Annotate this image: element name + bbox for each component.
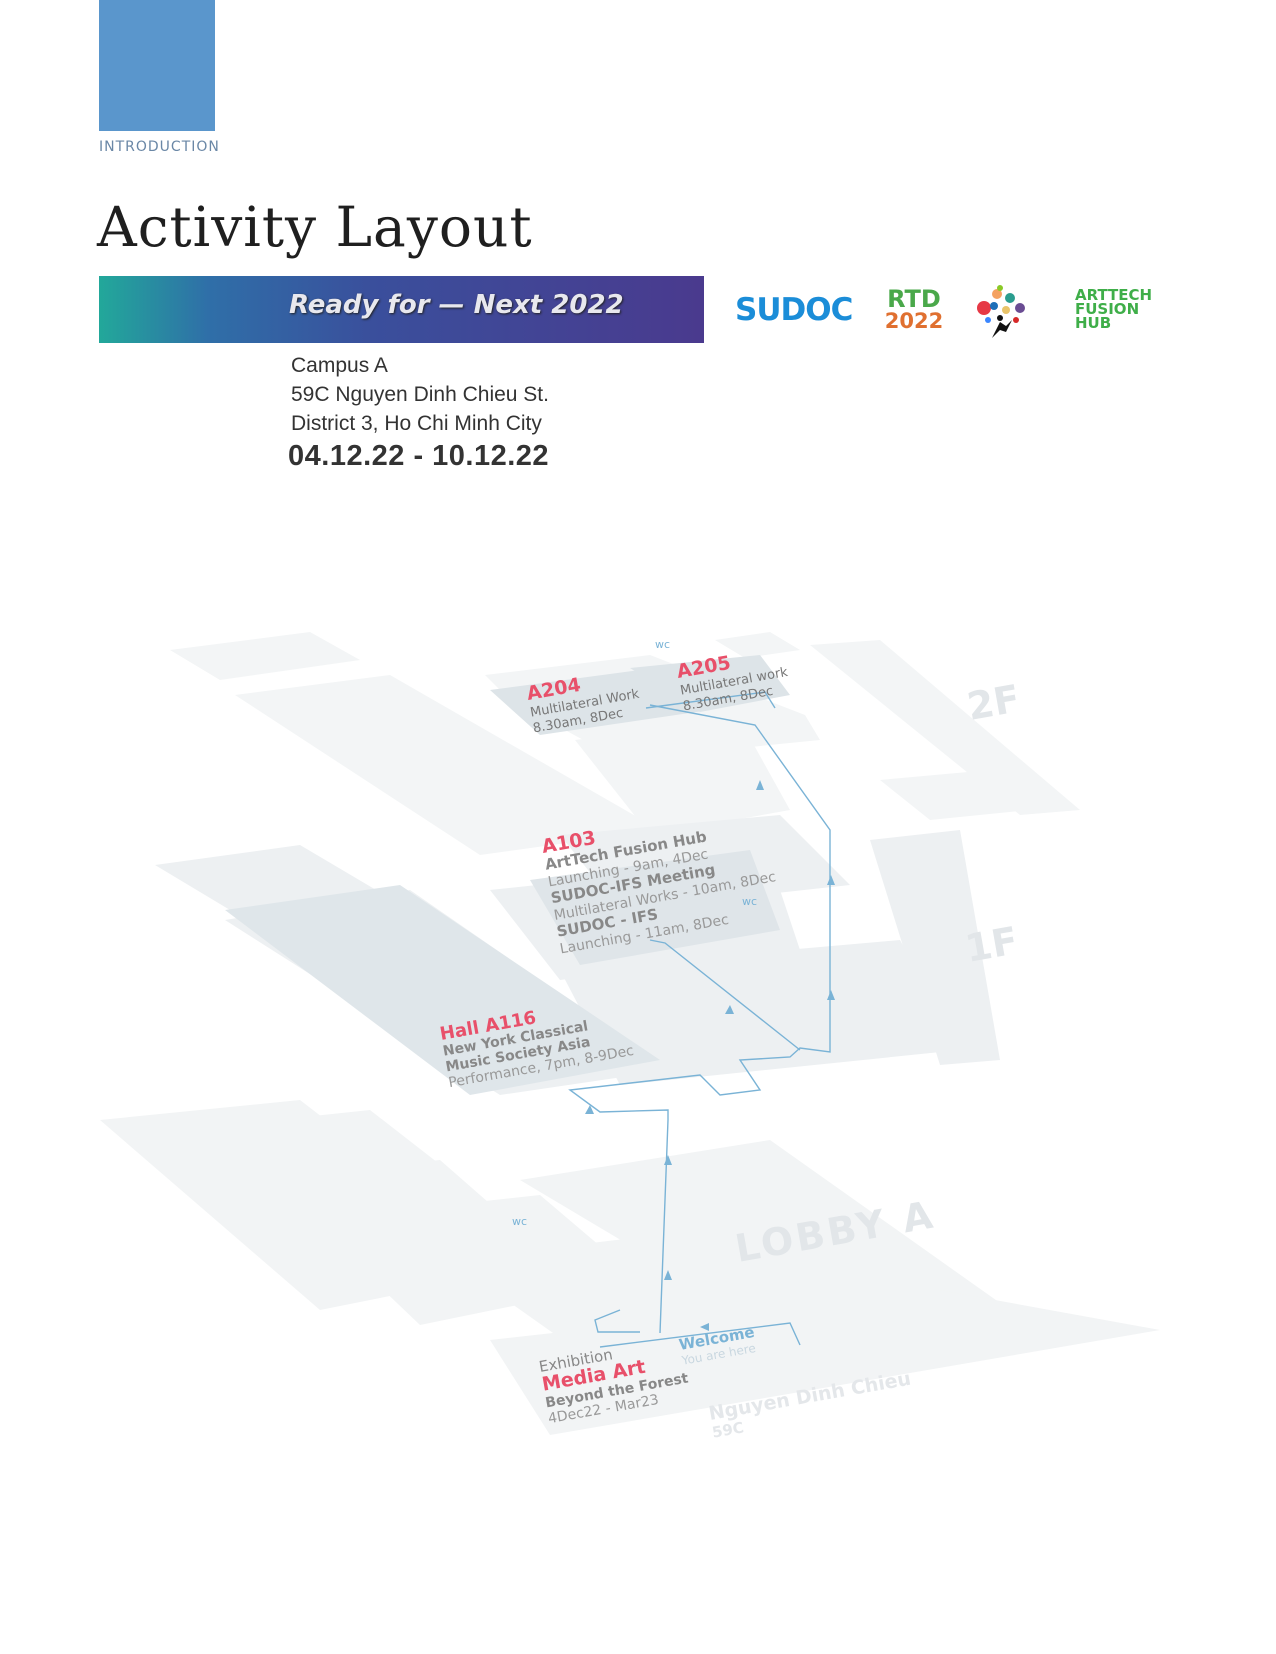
venue-campus: Campus A bbox=[291, 354, 388, 377]
room-a205-area bbox=[630, 655, 790, 712]
floor-plan-map: 2F 1F LOBBY A wc wc wc A204 Multilateral… bbox=[100, 632, 1160, 1442]
venue-address: Campus A 59C Nguyen Dinh Chieu St. Distr… bbox=[291, 351, 549, 438]
event-dates: 04.12.22 - 10.12.22 bbox=[288, 440, 550, 472]
sudoc-logo: SUDOC bbox=[735, 292, 853, 328]
route-arrows bbox=[585, 780, 835, 1331]
floor-2f-slab bbox=[170, 632, 1080, 855]
page-title: Activity Layout bbox=[97, 195, 533, 259]
room-a103-area bbox=[530, 850, 780, 965]
arttech-logo-line1: ARTTECH bbox=[1075, 286, 1153, 304]
room-a204-area bbox=[490, 670, 710, 735]
arttech-fusion-hub-logo: ARTTECH FUSION HUB bbox=[1075, 286, 1153, 332]
street-number: 59C bbox=[711, 1418, 746, 1441]
wc-2f-marker: wc bbox=[655, 638, 670, 651]
wc-1f-marker: wc bbox=[742, 895, 757, 908]
section-label: INTRODUCTION bbox=[99, 139, 220, 155]
rtd-logo: RTD 2022 bbox=[884, 285, 944, 333]
banner-text: Ready for — Next 2022 bbox=[289, 290, 624, 320]
rtd-logo-text: RTD bbox=[887, 285, 941, 313]
wc-lobby-marker: wc bbox=[512, 1215, 527, 1228]
section-color-tab bbox=[99, 0, 215, 131]
hall-a116-area bbox=[225, 885, 660, 1095]
rtd-logo-year: 2022 bbox=[884, 309, 944, 333]
floor-lobby-slab bbox=[100, 1100, 1160, 1435]
floor-label-2f: 2F bbox=[964, 676, 1023, 728]
floor-label-1f: 1F bbox=[962, 918, 1021, 970]
tree-people-icon bbox=[977, 285, 1025, 338]
venue-street: 59C Nguyen Dinh Chieu St. bbox=[291, 383, 549, 406]
arttech-logo-line3: HUB bbox=[1075, 314, 1112, 332]
venue-district: District 3, Ho Chi Minh City bbox=[291, 412, 542, 435]
route-path bbox=[568, 691, 831, 1348]
arttech-logo-line2: FUSION bbox=[1075, 300, 1140, 318]
event-banner: Ready for — Next 2022 bbox=[99, 276, 704, 343]
